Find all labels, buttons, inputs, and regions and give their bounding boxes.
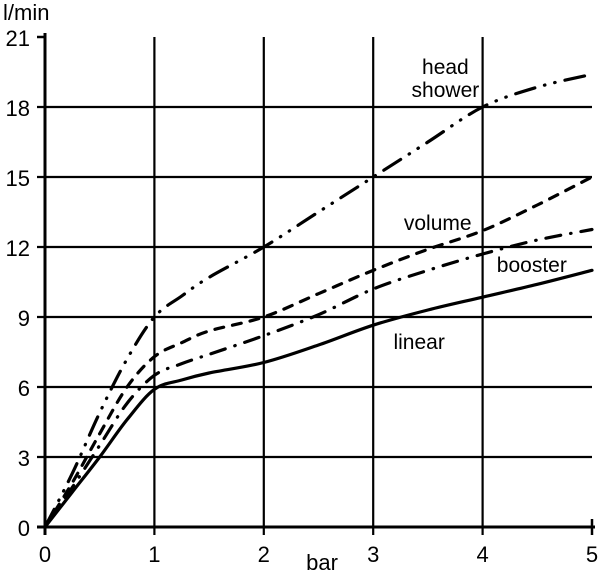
x-tick-label-4: 4 xyxy=(476,542,488,567)
x-tick-label-3: 3 xyxy=(367,542,379,567)
curve-label-line: booster xyxy=(496,254,567,277)
x-axis-unit-label: bar xyxy=(306,550,338,575)
curve-label-linear: linear xyxy=(393,331,444,355)
y-axis-unit-label: l/min xyxy=(3,0,50,25)
x-tick-label-2: 2 xyxy=(258,542,270,567)
curve-label-line: volume xyxy=(403,212,472,235)
y-tick-label-6: 6 xyxy=(18,376,30,401)
curve-label-line: head xyxy=(422,55,469,79)
y-tick-label-12: 12 xyxy=(6,236,30,261)
curve-head-shower xyxy=(43,72,594,529)
curve-linear xyxy=(43,268,594,529)
y-tick-label-3: 3 xyxy=(18,446,30,471)
curve-label-line: linear xyxy=(393,331,445,354)
y-tick-label-0: 0 xyxy=(18,516,30,541)
curve-label-head-shower: head shower xyxy=(412,56,480,103)
curve-booster xyxy=(43,227,594,529)
y-tick-label-15: 15 xyxy=(6,166,30,191)
curve-volume xyxy=(43,175,594,529)
curve-label-line: shower xyxy=(411,79,480,103)
y-tick-label-18: 18 xyxy=(6,96,30,121)
x-tick-label-1: 1 xyxy=(148,542,160,567)
x-tick-label-0: 0 xyxy=(39,542,51,567)
y-tick-label-21: 21 xyxy=(6,26,30,51)
curve-label-volume: volume xyxy=(404,212,472,236)
x-tick-label-5: 5 xyxy=(586,542,598,567)
y-tick-label-9: 9 xyxy=(18,306,30,331)
curve-label-booster: booster xyxy=(497,254,567,278)
